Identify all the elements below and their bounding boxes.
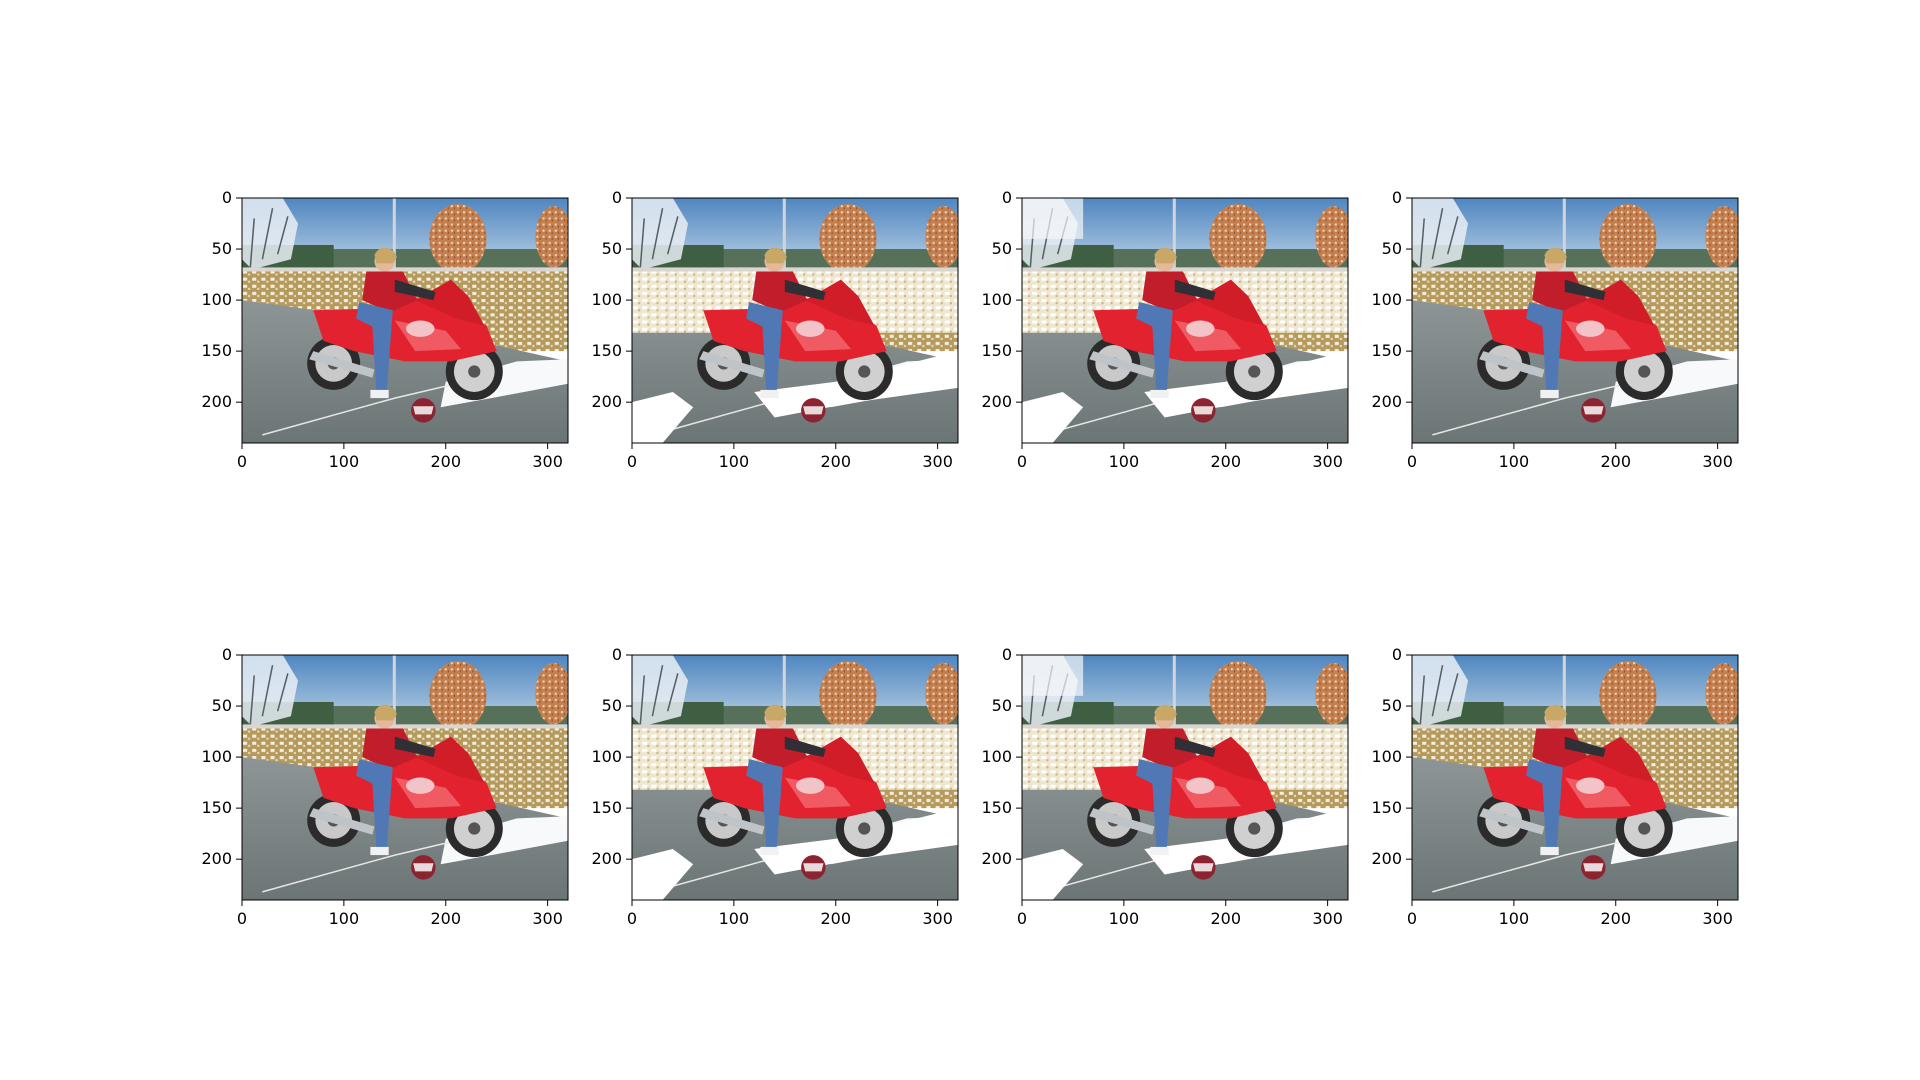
- x-tick-label: 0: [1017, 452, 1027, 471]
- image-panel-2: 0 50 100 150 200 0 100 200 300: [591, 188, 959, 471]
- image-grid: 0 50 100 150 200 0 100 200 300 0 50 100 150 200 0 100 20…: [201, 188, 1739, 928]
- axes-frame: [1021, 197, 1349, 444]
- axes-frame: [631, 197, 959, 444]
- y-tick-label: 100: [1371, 747, 1402, 766]
- axes-frame: [1021, 654, 1349, 901]
- y-tick-label: 0: [222, 645, 232, 664]
- y-tick-label: 0: [612, 645, 622, 664]
- image-panel-6: 0 50 100 150 200 0 100 200 300: [591, 645, 959, 928]
- x-tick-label: 200: [1600, 452, 1631, 471]
- x-tick-label: 0: [237, 452, 247, 471]
- y-tick-label: 150: [591, 341, 622, 360]
- y-tick-label: 0: [1392, 645, 1402, 664]
- y-tick-label: 50: [212, 239, 232, 258]
- x-tick-label: 300: [532, 909, 563, 928]
- x-tick-label: 200: [1210, 909, 1241, 928]
- x-tick-label: 0: [237, 909, 247, 928]
- y-tick-label: 200: [1371, 392, 1402, 411]
- axes-frame: [241, 197, 569, 444]
- x-tick-label: 200: [820, 909, 851, 928]
- y-tick-label: 50: [992, 696, 1012, 715]
- y-tick-label: 50: [1382, 696, 1402, 715]
- y-tick-label: 0: [1002, 645, 1012, 664]
- y-tick-label: 100: [591, 290, 622, 309]
- panel-photo: [1412, 655, 1738, 900]
- x-tick-label: 100: [1109, 909, 1140, 928]
- y-tick-label: 0: [1002, 188, 1012, 207]
- x-tick-label: 100: [1499, 909, 1530, 928]
- x-tick-label: 300: [1312, 909, 1343, 928]
- y-tick-label: 150: [591, 798, 622, 817]
- y-tick-label: 100: [201, 290, 232, 309]
- axes-frame: [631, 654, 959, 901]
- y-tick-label: 50: [992, 239, 1012, 258]
- y-tick-label: 200: [1371, 849, 1402, 868]
- image-panel-5: 0 50 100 150 200 0 100 200 300: [201, 645, 569, 928]
- x-tick-label: 0: [627, 909, 637, 928]
- y-tick-label: 200: [981, 392, 1012, 411]
- y-tick-label: 50: [212, 696, 232, 715]
- x-tick-label: 0: [627, 452, 637, 471]
- x-tick-label: 200: [1210, 452, 1241, 471]
- y-tick-label: 150: [1371, 341, 1402, 360]
- x-tick-label: 100: [1499, 452, 1530, 471]
- x-tick-label: 200: [430, 452, 461, 471]
- y-tick-label: 200: [201, 849, 232, 868]
- x-tick-label: 0: [1017, 909, 1027, 928]
- y-tick-label: 100: [981, 290, 1012, 309]
- y-tick-label: 100: [201, 747, 232, 766]
- y-tick-label: 150: [201, 798, 232, 817]
- y-tick-label: 150: [981, 798, 1012, 817]
- y-tick-label: 150: [201, 341, 232, 360]
- x-tick-label: 100: [719, 452, 750, 471]
- x-tick-label: 200: [1600, 909, 1631, 928]
- x-tick-label: 300: [922, 909, 953, 928]
- panel-photo: [632, 198, 958, 443]
- y-tick-label: 200: [981, 849, 1012, 868]
- x-tick-label: 300: [1312, 452, 1343, 471]
- y-tick-label: 200: [201, 392, 232, 411]
- image-panel-3: 0 50 100 150 200 0 100 200 300: [981, 188, 1349, 471]
- y-tick-label: 100: [981, 747, 1012, 766]
- panel-photo: [1022, 655, 1348, 900]
- y-tick-label: 200: [591, 849, 622, 868]
- y-tick-label: 0: [612, 188, 622, 207]
- y-tick-label: 150: [1371, 798, 1402, 817]
- panel-photo: [1412, 198, 1738, 443]
- axes-frame: [241, 654, 569, 901]
- x-tick-label: 100: [329, 909, 360, 928]
- x-tick-label: 300: [1702, 452, 1733, 471]
- y-tick-label: 50: [602, 239, 622, 258]
- y-tick-label: 100: [591, 747, 622, 766]
- axes-frame: [1411, 654, 1739, 901]
- image-panel-1: 0 50 100 150 200 0 100 200 300: [201, 188, 569, 471]
- x-tick-label: 300: [532, 452, 563, 471]
- x-tick-label: 100: [1109, 452, 1140, 471]
- image-panel-4: 0 50 100 150 200 0 100 200 300: [1371, 188, 1739, 471]
- panel-photo: [1022, 198, 1348, 443]
- image-panel-8: 0 50 100 150 200 0 100 200 300: [1371, 645, 1739, 928]
- x-tick-label: 200: [820, 452, 851, 471]
- panel-photo: [242, 198, 568, 443]
- x-tick-label: 100: [329, 452, 360, 471]
- x-tick-label: 100: [719, 909, 750, 928]
- y-tick-label: 0: [1392, 188, 1402, 207]
- x-tick-label: 200: [430, 909, 461, 928]
- x-tick-label: 0: [1407, 452, 1417, 471]
- y-tick-label: 50: [602, 696, 622, 715]
- y-tick-label: 100: [1371, 290, 1402, 309]
- panel-photo: [632, 655, 958, 900]
- axes-frame: [1411, 197, 1739, 444]
- x-tick-label: 300: [1702, 909, 1733, 928]
- y-tick-label: 150: [981, 341, 1012, 360]
- panel-photo: [242, 655, 568, 900]
- image-panel-7: 0 50 100 150 200 0 100 200 300: [981, 645, 1349, 928]
- y-tick-label: 0: [222, 188, 232, 207]
- x-tick-label: 300: [922, 452, 953, 471]
- y-tick-label: 200: [591, 392, 622, 411]
- x-tick-label: 0: [1407, 909, 1417, 928]
- y-tick-label: 50: [1382, 239, 1402, 258]
